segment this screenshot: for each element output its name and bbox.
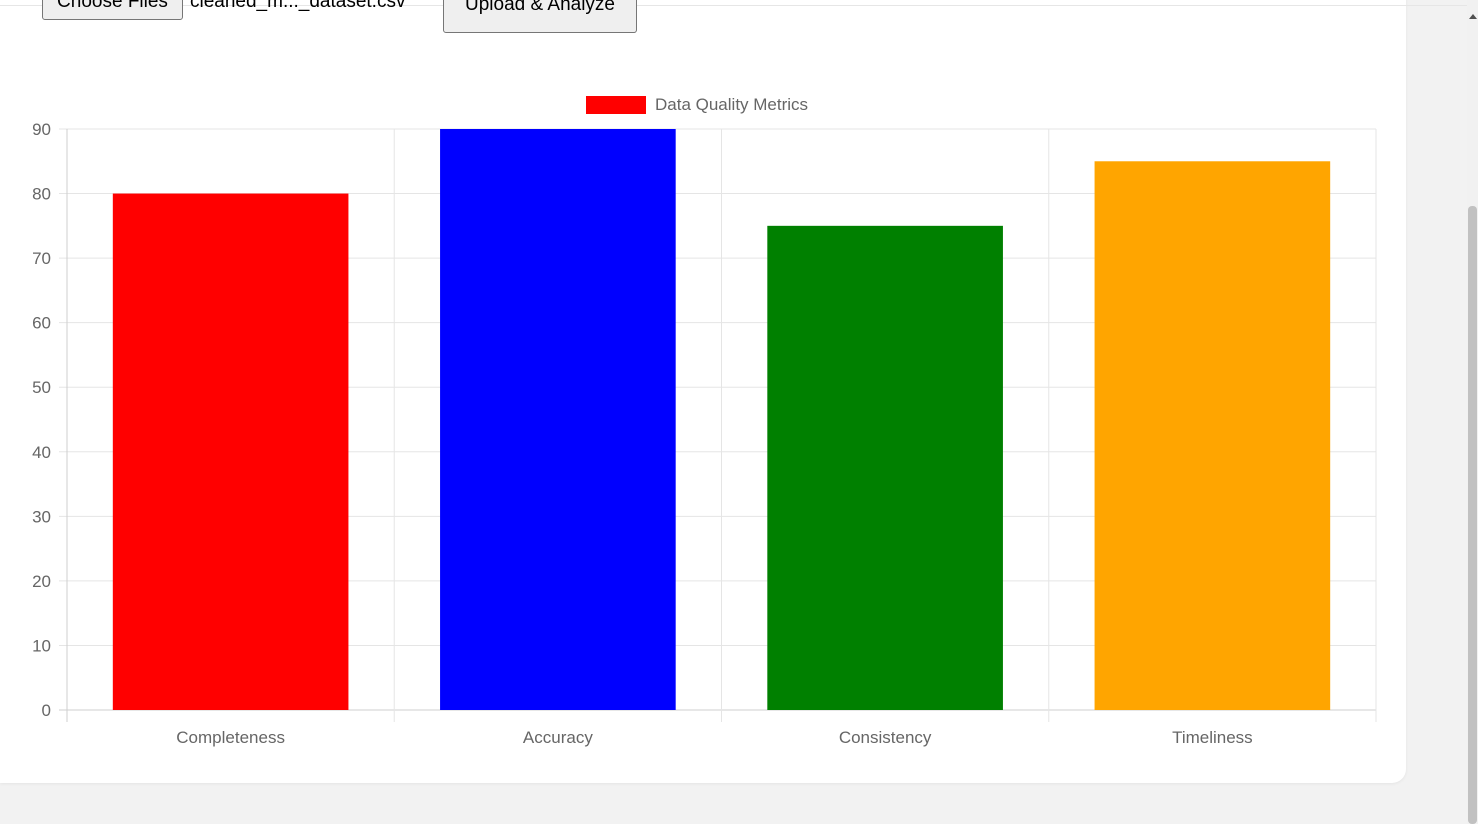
chart-legend[interactable]: Data Quality Metrics xyxy=(586,95,808,114)
y-tick-label: 60 xyxy=(32,314,51,333)
bar xyxy=(112,193,349,711)
bar xyxy=(1094,161,1331,710)
bar-chart: Data Quality Metrics 0 10 20 30 40 50 60 70 80 90… xyxy=(32,95,1377,747)
y-tick-label: 80 xyxy=(32,185,51,204)
x-tick-label: Consistency xyxy=(839,728,932,747)
x-tick-label: Timeliness xyxy=(1172,728,1253,747)
bar xyxy=(440,129,676,710)
y-tick-label: 50 xyxy=(32,378,51,397)
divider xyxy=(0,5,1468,6)
y-tick-label: 20 xyxy=(32,572,51,591)
x-tick-label: Completeness xyxy=(176,728,285,747)
chart-bars xyxy=(112,129,1331,711)
y-tick-label: 90 xyxy=(32,120,51,139)
vertical-scrollbar[interactable] xyxy=(1467,0,1478,824)
choose-files-button[interactable]: Choose Files xyxy=(42,0,183,20)
y-tick-label: 70 xyxy=(32,249,51,268)
x-tick-label: Accuracy xyxy=(523,728,593,747)
selected-file-name: cleaned_m..._dataset.csv xyxy=(190,0,406,12)
y-tick-label: 40 xyxy=(32,443,51,462)
y-tick-label: 10 xyxy=(32,636,51,655)
scroll-up-icon[interactable] xyxy=(1469,14,1477,19)
y-axis: 0 10 20 30 40 50 60 70 80 90 xyxy=(32,120,51,720)
x-axis: Completeness Accuracy Consistency Timelines… xyxy=(176,728,1252,747)
y-tick-label: 0 xyxy=(42,701,51,720)
legend-label: Data Quality Metrics xyxy=(655,95,808,114)
upload-analyze-button[interactable]: Upload & Analyze xyxy=(443,0,637,33)
y-tick-label: 30 xyxy=(32,507,51,526)
legend-swatch xyxy=(586,96,646,114)
scrollbar-thumb[interactable] xyxy=(1468,206,1477,824)
bar xyxy=(767,225,1003,711)
